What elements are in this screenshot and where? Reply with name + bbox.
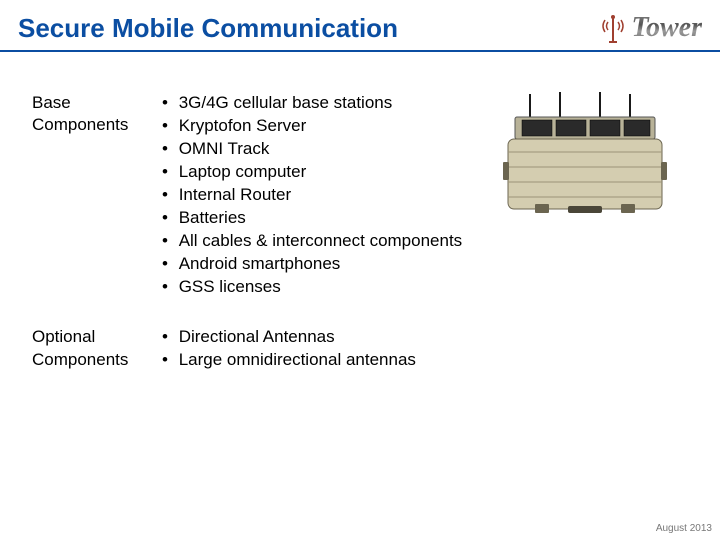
list-item: Large omnidirectional antennas (162, 349, 416, 372)
list-item: Directional Antennas (162, 326, 416, 349)
optional-components-section: Optional Components Directional Antennas… (32, 326, 702, 372)
list-item: Android smartphones (162, 253, 462, 276)
list-item: All cables & interconnect components (162, 230, 462, 253)
base-components-list: 3G/4G cellular base stations Kryptofon S… (162, 92, 462, 298)
section-label: Base Components (32, 92, 162, 136)
list-item: Batteries (162, 207, 462, 230)
footer-date: August 2013 (656, 523, 712, 534)
optional-components-list: Directional Antennas Large omnidirection… (162, 326, 416, 372)
list-item: Laptop computer (162, 161, 462, 184)
slide-content: Base Components 3G/4G cellular base stat… (0, 52, 720, 372)
antenna-icon (599, 12, 627, 44)
list-item: OMNI Track (162, 138, 462, 161)
section-label: Optional Components (32, 326, 162, 370)
slide-header: Secure Mobile Communication Tower (0, 0, 720, 50)
page-title: Secure Mobile Communication (18, 13, 398, 44)
logo-text: Tower (631, 12, 702, 44)
brand-logo: Tower (599, 12, 702, 44)
list-item: Internal Router (162, 184, 462, 207)
list-item: 3G/4G cellular base stations (162, 92, 462, 115)
list-item: Kryptofon Server (162, 115, 462, 138)
list-item: GSS licenses (162, 276, 462, 299)
equipment-case-image (500, 92, 670, 222)
